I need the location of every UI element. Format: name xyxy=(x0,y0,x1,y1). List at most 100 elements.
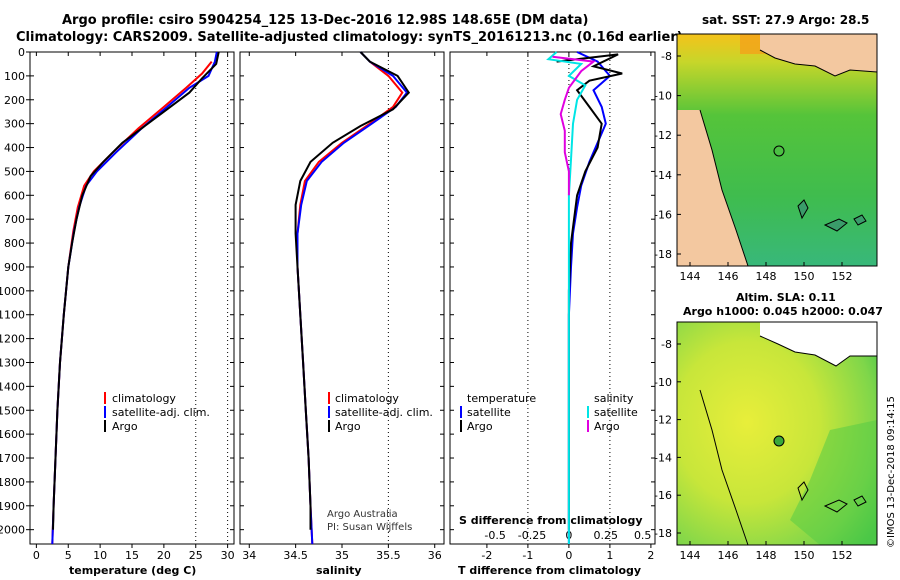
legend-temp-satellite-label: satellite xyxy=(467,406,511,419)
legend-sal-satellite-label: satellite xyxy=(594,406,638,419)
x-tick-label: 10 xyxy=(93,549,107,562)
map-x-tick-label: 148 xyxy=(756,549,777,562)
map-x-tick-label: 148 xyxy=(756,270,777,283)
depth-tick-label: 800 xyxy=(4,237,25,250)
title-line-2: Climatology: CARS2009. Satellite-adjuste… xyxy=(16,30,683,45)
sla-argo-marker xyxy=(773,435,785,447)
sst-map-x-axis: 144 146 148 150 152 xyxy=(680,262,853,283)
depth-axis: 0 100 200 300 400 500 600 700 800 900 1000 1100 1200… xyxy=(0,46,655,537)
x-tick-label: 35 xyxy=(335,549,349,562)
depth-tick-label: 1900 xyxy=(0,500,25,513)
series-temperature-argo xyxy=(556,53,623,530)
sla-islands xyxy=(797,481,867,513)
x-tick-label: 0 xyxy=(33,549,40,562)
profile-curves xyxy=(51,51,623,545)
difference-legend: temperature satellite Argo salinity sate… xyxy=(460,392,638,433)
map-y-tick-label: -18 xyxy=(654,527,672,540)
map-x-tick-label: 152 xyxy=(832,270,853,283)
depth-tick-label: 100 xyxy=(4,70,25,83)
depth-tick-label: 700 xyxy=(4,213,25,226)
imos-watermark: ©IMOS 13-Dec-2018 09:14:15 xyxy=(886,396,897,548)
salinity-legend: climatology satellite-adj. clim. Argo xyxy=(328,392,433,433)
sst-map-frame xyxy=(676,33,878,267)
map-x-tick-label: 150 xyxy=(794,270,815,283)
depth-tick-label: 1700 xyxy=(0,452,25,465)
series-salinity-satellite xyxy=(546,51,587,544)
s-diff-tick-label: -0.5 xyxy=(484,529,505,542)
difference-x-label: T difference from climatology xyxy=(458,564,641,577)
legend-sal-argo-label: Argo xyxy=(594,420,620,433)
sla-land-png xyxy=(760,322,877,366)
series-satellite-adj-clim- xyxy=(296,51,409,545)
difference-plot-frame xyxy=(449,51,656,545)
sla-map-frame xyxy=(676,321,878,546)
sst-map-y-axis: -8 -10 -12 -14 -16 -18 xyxy=(654,50,681,261)
sla-coastline xyxy=(699,335,877,546)
legend-satellite-label: satellite-adj. clim. xyxy=(112,406,210,419)
x-tick-label: 35.5 xyxy=(376,549,401,562)
sla-map-title-1: Altim. SLA: 0.11 xyxy=(736,291,836,304)
map-y-tick-label: -14 xyxy=(654,169,672,182)
x-tick-label: -1 xyxy=(522,549,533,562)
x-tick-label: 34.5 xyxy=(283,549,308,562)
x-tick-label: -2 xyxy=(481,549,492,562)
map-x-tick-label: 146 xyxy=(718,270,739,283)
legend-temp-argo-label: Argo xyxy=(467,420,493,433)
sst-map: sat. SST: 27.9 Argo: 28.5 -8 -10 -12 -14 -16… xyxy=(654,13,878,283)
map-y-tick-label: -8 xyxy=(661,338,672,351)
series-climatology xyxy=(296,60,404,545)
map-y-tick-label: -18 xyxy=(654,248,672,261)
sst-islands xyxy=(797,199,867,232)
depth-tick-label: 0 xyxy=(18,46,25,59)
sst-argo-marker xyxy=(773,145,785,157)
map-x-tick-label: 146 xyxy=(718,549,739,562)
depth-tick-label: 1300 xyxy=(0,356,25,369)
series-salinity-argo xyxy=(552,55,597,196)
depth-tick-label: 200 xyxy=(4,94,25,107)
legend-salinity-header: salinity xyxy=(594,392,634,405)
map-y-tick-label: -12 xyxy=(654,129,672,142)
credit-line-1: Argo Australia xyxy=(327,509,398,520)
map-y-tick-label: -10 xyxy=(654,90,672,103)
sst-land-png xyxy=(760,34,877,76)
depth-tick-label: 400 xyxy=(4,142,25,155)
sla-map-title-2: Argo h1000: 0.045 h2000: 0.047 xyxy=(683,305,883,318)
series-temperature-satellite xyxy=(567,51,612,544)
map-x-tick-label: 144 xyxy=(680,270,701,283)
depth-tick-label: 1100 xyxy=(0,309,25,322)
x-tick-label: 36 xyxy=(428,549,442,562)
map-x-tick-label: 152 xyxy=(832,549,853,562)
depth-tick-label: 1500 xyxy=(0,404,25,417)
x-tick-label: 30 xyxy=(221,549,235,562)
s-diff-tick-label: -0.25 xyxy=(518,529,546,542)
salinity-plot-frame xyxy=(239,51,445,545)
s-diff-tick-label: 0.25 xyxy=(594,529,619,542)
sla-map-x-axis: 144 146 148 150 152 xyxy=(680,541,853,562)
sst-land-australia xyxy=(677,110,748,266)
salinity-x-axis: 34 34.5 35 35.5 36 xyxy=(242,52,442,562)
map-x-tick-label: 150 xyxy=(794,549,815,562)
salinity-x-label: salinity xyxy=(316,564,362,577)
depth-tick-label: 900 xyxy=(4,261,25,274)
map-y-tick-label: -16 xyxy=(654,208,672,221)
sst-coastline xyxy=(699,49,878,267)
temperature-x-label: temperature (deg C) xyxy=(69,564,196,577)
depth-tick-label: 1600 xyxy=(0,428,25,441)
s-diff-tick-label: 0.5 xyxy=(634,529,652,542)
x-tick-label: 25 xyxy=(189,549,203,562)
sla-map-y-axis: -8 -10 -12 -14 -16 -18 xyxy=(654,338,681,540)
depth-tick-label: 1400 xyxy=(0,380,25,393)
depth-tick-label: 1000 xyxy=(0,285,25,298)
depth-tick-label: 600 xyxy=(4,189,25,202)
credit-line-2: PI: Susan Wijffels xyxy=(327,522,412,533)
temperature-plot-frame xyxy=(29,51,235,545)
map-y-tick-label: -16 xyxy=(654,489,672,502)
x-tick-label: 0 xyxy=(565,549,572,562)
map-y-tick-label: -14 xyxy=(654,451,672,464)
legend-temperature-header: temperature xyxy=(467,392,536,405)
map-y-tick-label: -10 xyxy=(654,376,672,389)
grid-lines xyxy=(195,52,611,544)
title-line-1: Argo profile: csiro 5904254_125 13-Dec-2… xyxy=(62,13,588,28)
x-tick-label: 34 xyxy=(242,549,256,562)
